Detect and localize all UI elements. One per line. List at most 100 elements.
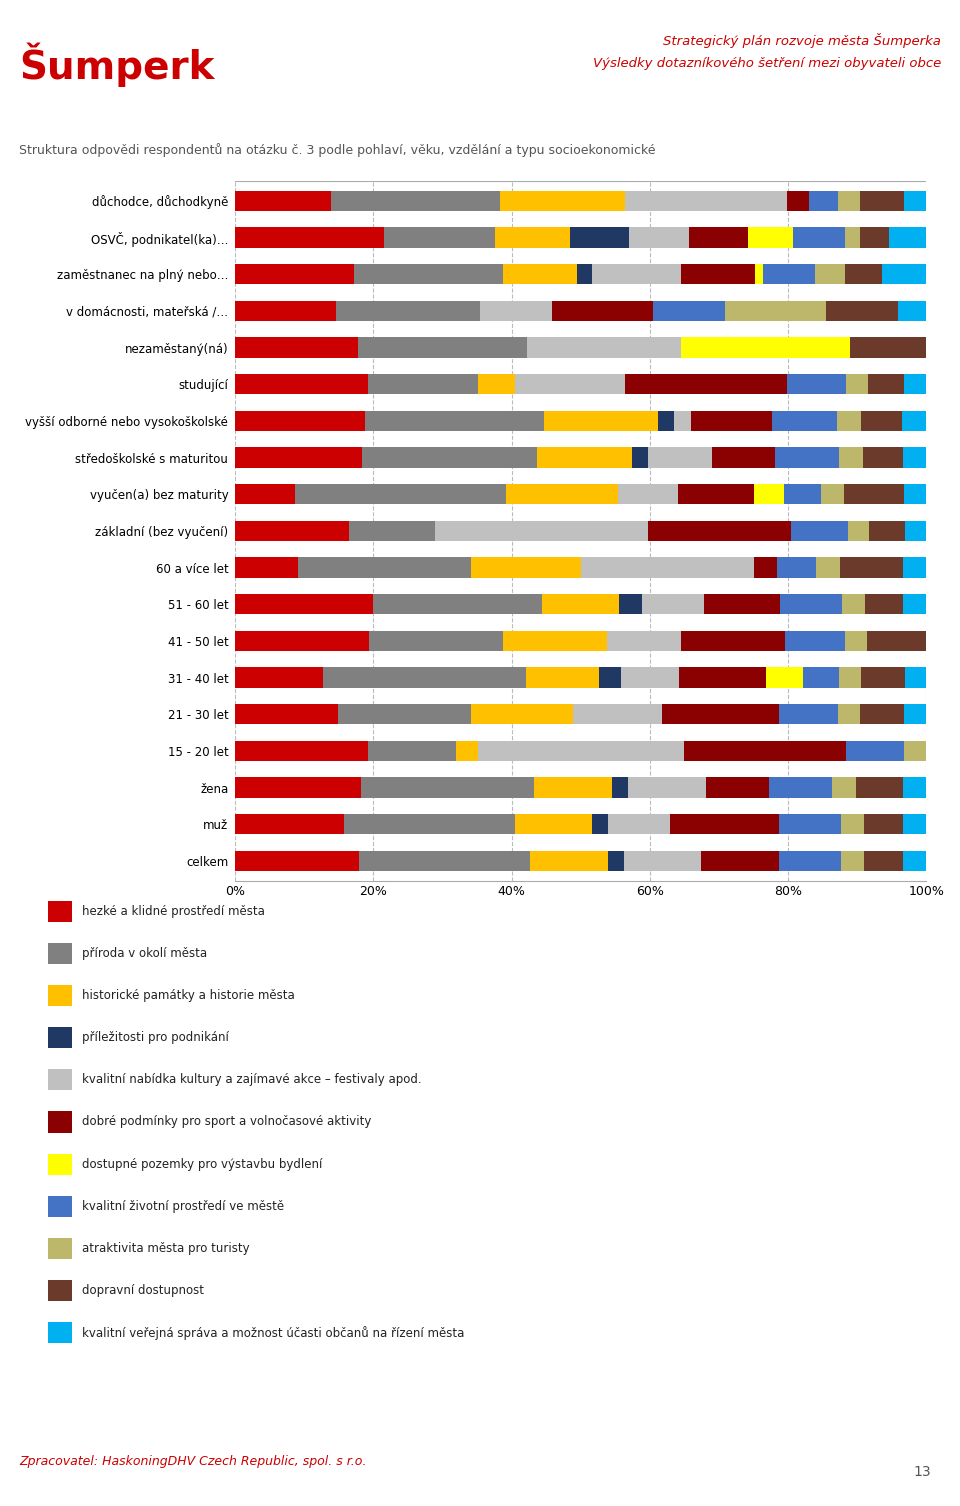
Bar bbox=[838, 705, 860, 724]
Bar bbox=[625, 191, 786, 211]
Bar bbox=[331, 191, 500, 211]
Bar bbox=[756, 264, 763, 285]
Bar bbox=[296, 483, 506, 505]
Bar bbox=[860, 191, 904, 211]
Bar bbox=[679, 667, 766, 688]
Bar bbox=[537, 447, 633, 468]
Bar bbox=[864, 815, 903, 834]
Bar bbox=[763, 264, 815, 285]
Bar bbox=[904, 483, 926, 505]
Bar bbox=[837, 411, 861, 431]
Bar bbox=[577, 264, 592, 285]
Bar bbox=[235, 741, 368, 761]
Bar bbox=[839, 447, 863, 468]
Bar bbox=[633, 447, 648, 468]
Bar bbox=[235, 521, 349, 541]
Bar bbox=[846, 741, 904, 761]
Bar bbox=[845, 631, 867, 651]
Bar bbox=[864, 851, 903, 870]
Bar bbox=[681, 337, 850, 357]
Bar bbox=[674, 411, 690, 431]
Bar bbox=[366, 411, 544, 431]
Bar bbox=[779, 815, 841, 834]
Text: kvalitní veřejná správa a možnost účasti občanů na řízení města: kvalitní veřejná správa a možnost účasti… bbox=[82, 1325, 464, 1340]
Text: Strategický plán rozvoje města Šumperka: Strategický plán rozvoje města Šumperka bbox=[663, 33, 941, 48]
Bar bbox=[904, 741, 926, 761]
Bar bbox=[629, 227, 688, 247]
Bar bbox=[599, 667, 621, 688]
Bar bbox=[456, 741, 478, 761]
Bar bbox=[527, 337, 681, 357]
Bar bbox=[235, 337, 358, 357]
Bar bbox=[670, 815, 779, 834]
Bar bbox=[904, 373, 926, 395]
Bar bbox=[235, 191, 331, 211]
Bar bbox=[842, 593, 865, 614]
Bar bbox=[500, 191, 625, 211]
Bar bbox=[690, 411, 772, 431]
Bar bbox=[235, 301, 336, 321]
Bar bbox=[235, 557, 298, 578]
Text: 13: 13 bbox=[914, 1465, 931, 1479]
Bar bbox=[569, 227, 629, 247]
Bar bbox=[658, 411, 674, 431]
Bar bbox=[515, 815, 592, 834]
Bar bbox=[840, 557, 902, 578]
Bar bbox=[841, 851, 864, 870]
Bar bbox=[748, 227, 793, 247]
Bar bbox=[384, 227, 495, 247]
Bar bbox=[684, 741, 846, 761]
Bar bbox=[769, 777, 832, 798]
Text: příležitosti pro podnikání: příležitosti pro podnikání bbox=[82, 1032, 228, 1044]
Bar bbox=[861, 411, 902, 431]
Bar bbox=[808, 191, 838, 211]
Bar bbox=[778, 557, 816, 578]
Bar bbox=[860, 705, 904, 724]
Bar bbox=[863, 447, 902, 468]
Bar bbox=[870, 521, 905, 541]
Bar bbox=[707, 777, 769, 798]
Bar bbox=[776, 447, 839, 468]
Bar bbox=[373, 593, 542, 614]
Bar bbox=[534, 777, 612, 798]
Bar bbox=[628, 777, 707, 798]
Bar bbox=[865, 593, 903, 614]
Bar bbox=[815, 264, 845, 285]
Bar bbox=[368, 741, 456, 761]
Bar bbox=[793, 227, 845, 247]
Bar bbox=[850, 337, 926, 357]
Bar bbox=[235, 227, 384, 247]
Bar bbox=[503, 264, 577, 285]
Bar bbox=[653, 301, 725, 321]
Bar bbox=[542, 593, 619, 614]
Bar bbox=[298, 557, 470, 578]
Bar bbox=[679, 483, 754, 505]
Bar bbox=[235, 777, 361, 798]
Bar bbox=[235, 705, 338, 724]
Bar bbox=[235, 373, 368, 395]
Bar bbox=[544, 411, 658, 431]
Bar bbox=[902, 447, 926, 468]
Bar bbox=[359, 851, 530, 870]
Bar bbox=[902, 777, 926, 798]
Bar bbox=[526, 667, 599, 688]
Bar bbox=[882, 264, 926, 285]
Bar bbox=[552, 301, 653, 321]
Bar bbox=[785, 631, 845, 651]
Bar bbox=[435, 521, 649, 541]
Bar bbox=[235, 593, 373, 614]
Bar bbox=[855, 777, 902, 798]
Bar bbox=[688, 227, 748, 247]
Text: hezké a klidné prostředí města: hezké a klidné prostředí města bbox=[82, 905, 264, 917]
Bar bbox=[338, 705, 470, 724]
Bar bbox=[592, 815, 608, 834]
Bar bbox=[682, 264, 756, 285]
Bar bbox=[470, 557, 581, 578]
Bar bbox=[889, 227, 926, 247]
Bar bbox=[780, 593, 842, 614]
Bar bbox=[868, 373, 904, 395]
Text: Výsledky dotazníkového šetření mezi obyvateli obce: Výsledky dotazníkového šetření mezi obyv… bbox=[592, 57, 941, 71]
Bar bbox=[838, 191, 860, 211]
Bar bbox=[619, 593, 642, 614]
Bar bbox=[780, 705, 838, 724]
